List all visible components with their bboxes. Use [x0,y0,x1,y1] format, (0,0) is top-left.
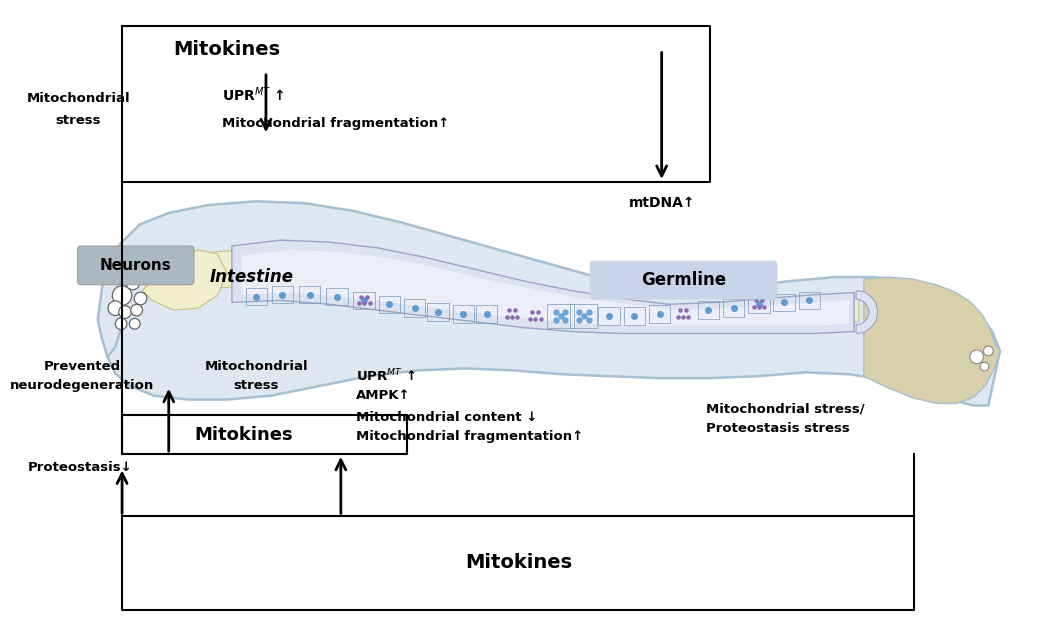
Text: Mitokines: Mitokines [173,40,280,59]
Text: stress: stress [233,379,279,392]
Bar [624,307,645,324]
Text: UPR$^{MT}$ ↑: UPR$^{MT}$ ↑ [223,85,285,103]
Bar [427,303,448,321]
Bar [570,304,597,328]
Text: AMPK↑: AMPK↑ [356,389,411,402]
Text: UPR$^{MT}$ ↑: UPR$^{MT}$ ↑ [356,368,416,384]
Text: Mitochondrial fragmentation↑: Mitochondrial fragmentation↑ [356,430,584,443]
Bar [749,295,770,313]
Text: Mitokines: Mitokines [194,426,293,444]
Circle shape [984,346,993,356]
Text: Mitokines: Mitokines [465,553,572,573]
Text: Proteostasis↓: Proteostasis↓ [28,461,132,474]
Bar [327,288,348,306]
Polygon shape [98,263,125,357]
Bar [799,292,820,309]
Text: Mitochondrial: Mitochondrial [26,92,130,105]
Bar [299,286,320,303]
Text: Mitochondrial fragmentation↑: Mitochondrial fragmentation↑ [223,117,449,130]
Bar [649,306,670,323]
Text: Neurons: Neurons [100,258,171,273]
Circle shape [129,318,140,329]
Bar [404,299,425,317]
Text: stress: stress [56,114,101,127]
Circle shape [134,292,147,305]
Bar [598,307,620,324]
Polygon shape [856,290,878,333]
Text: Proteostasis stress: Proteostasis stress [707,422,851,435]
Circle shape [980,362,989,371]
FancyBboxPatch shape [78,246,194,285]
Polygon shape [864,277,1000,403]
Text: mtDNA↑: mtDNA↑ [629,196,695,210]
Bar [272,286,293,303]
Circle shape [112,286,132,306]
Bar [476,306,498,323]
Bar [246,288,267,306]
Polygon shape [107,201,1000,406]
Text: Mitochondrial content ↓: Mitochondrial content ↓ [356,411,538,423]
Polygon shape [143,250,227,310]
Text: neurodegeneration: neurodegeneration [10,379,154,392]
Bar [547,304,574,328]
Text: Mitochondrial stress/: Mitochondrial stress/ [707,403,865,416]
Bar [697,301,719,319]
Text: Prevented: Prevented [44,360,121,373]
Text: Germline: Germline [642,271,727,289]
Circle shape [116,318,127,329]
Polygon shape [232,240,854,333]
Circle shape [126,276,140,290]
Bar [722,299,744,317]
Text: Mitochondrial: Mitochondrial [205,360,308,373]
Circle shape [131,304,143,316]
Bar [774,294,795,311]
Circle shape [108,301,123,316]
Circle shape [970,350,984,364]
Circle shape [119,306,131,318]
Bar [379,295,400,313]
Polygon shape [242,250,849,326]
Bar [453,306,474,323]
Text: Intestine: Intestine [209,268,293,286]
Bar [354,292,375,309]
Polygon shape [193,250,859,324]
FancyBboxPatch shape [590,261,777,299]
